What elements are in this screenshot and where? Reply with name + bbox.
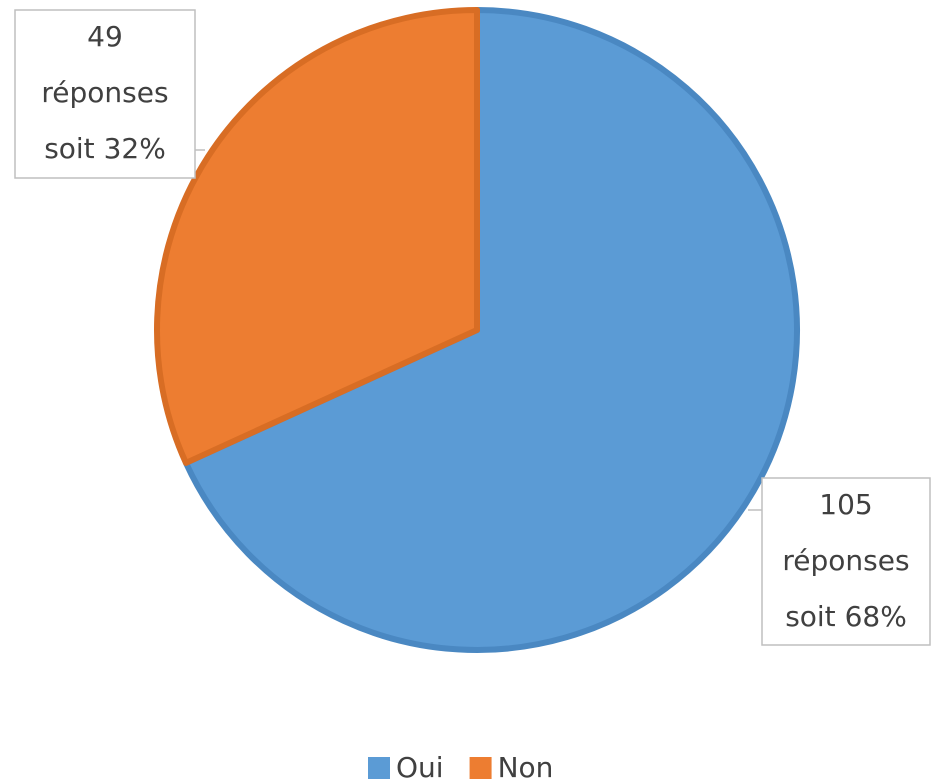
legend-swatch [368, 757, 390, 779]
data-label: réponses [41, 76, 168, 109]
legend-label: Oui [396, 751, 444, 781]
data-label: 49 [87, 20, 123, 53]
pie-slice [154, 7, 480, 466]
legend-swatch [469, 757, 492, 779]
label-box [14, 9, 196, 179]
data-label: réponses [782, 544, 909, 577]
label-box [761, 477, 931, 646]
pie-slice [182, 7, 800, 653]
legend-label: Non [498, 751, 554, 781]
data-label: soit 68% [785, 600, 907, 633]
data-label: soit 32% [44, 132, 166, 165]
data-label: 105 [819, 488, 872, 521]
